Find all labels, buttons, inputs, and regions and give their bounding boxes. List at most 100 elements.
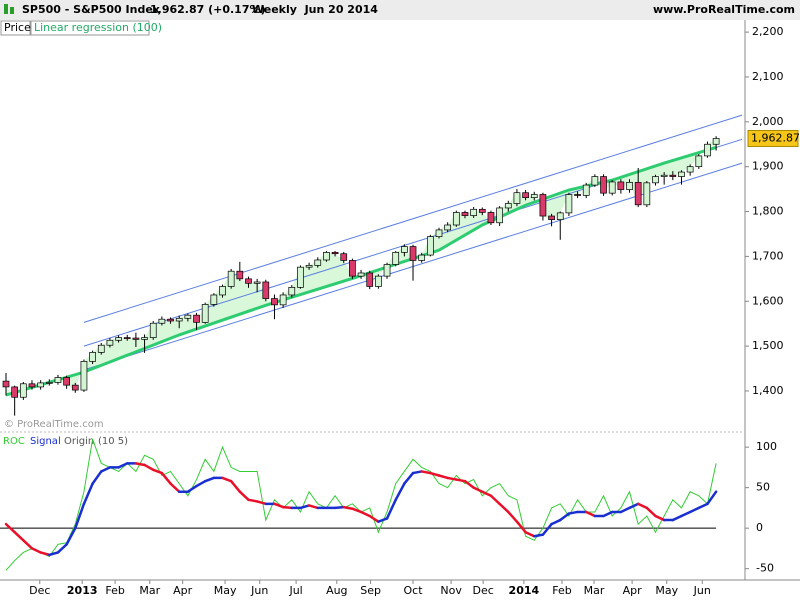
signal-segment [697,502,709,510]
candle [375,275,382,287]
candle [314,259,322,266]
candle [115,337,122,341]
candle [149,322,157,338]
y-tick-label: 1,900 [752,160,784,173]
signal-segment [22,539,34,550]
site: www.ProRealTime.com [653,3,795,16]
candle [530,194,538,198]
signal-segment [100,466,112,473]
signal-segment [680,510,692,518]
y-tick-label: 1,600 [752,294,784,307]
candle [591,176,599,186]
signal-segment [619,506,631,514]
candle [643,182,651,206]
signal-segment [160,471,172,485]
candle [175,317,183,322]
candle [522,192,529,198]
y-tick-label: 50 [756,481,770,494]
signal-segment [143,463,155,472]
candle [504,203,512,209]
x-tick-label: 2013 [67,584,98,597]
candle [323,252,330,261]
candle [123,337,131,339]
signal-segment [628,502,640,510]
candle [617,181,625,190]
candle [37,382,44,388]
icon [10,7,14,14]
signal-segment [255,500,268,506]
candle [201,304,209,323]
candle [478,208,486,213]
candle [444,224,452,231]
signal-segment [195,479,207,488]
signal-segment [273,502,285,509]
signal-segment [134,462,146,467]
candle [54,377,62,383]
signal-segment [13,530,25,542]
signal-segment [507,510,519,523]
signal-segment [186,484,198,493]
candle [158,318,166,324]
candle [366,272,374,287]
candle [210,294,218,305]
signal-segment [82,482,94,506]
signal-segment [515,520,527,534]
signal-segment [403,471,415,485]
candle [219,286,226,296]
candle [678,171,685,177]
candle [331,252,339,255]
signal-segment [151,468,164,475]
signal-segment [238,490,250,502]
signal-segment [48,551,60,557]
legend: Linear regression (100) [34,21,162,34]
signal-segment [333,505,345,510]
signal-segment [550,518,562,526]
signal-segment [645,506,657,518]
signal-segment [602,510,614,518]
candle [236,270,244,280]
signal-segment [39,551,51,557]
regression-fill [6,138,717,398]
signal-segment [472,486,484,493]
signal-segment [394,482,406,502]
candle [45,382,53,384]
x-tick-label: Jul [288,584,302,597]
channel-line [83,114,743,323]
candle [626,182,633,190]
legend: Signal [30,436,61,447]
signal-segment [368,514,380,523]
legend-box [0,20,31,36]
signal-segment [706,490,718,506]
signal-segment [558,512,571,522]
candle [357,272,365,277]
x-tick-label: Apr [623,584,643,597]
candle [470,208,477,216]
signal-segment [498,502,510,514]
legend: ROC [3,436,25,447]
candle [253,281,261,284]
signal-segment [203,476,216,483]
candle [349,260,356,277]
signal-segment [489,494,501,506]
roc-line [5,438,717,571]
signal-segment [65,526,77,546]
candle [452,212,460,226]
header-bar [0,0,800,20]
signal-segment [429,471,441,477]
signal-segment [117,462,129,469]
signal-segment [446,476,458,481]
signal-segment [411,470,423,475]
signal-segment [359,510,371,518]
signal-segment [377,517,389,523]
signal-segment [636,502,649,510]
y-tick-label: 1,500 [752,339,784,352]
candle [132,337,140,340]
candle [418,254,426,261]
candle [660,174,668,177]
signal-segment [584,510,597,518]
candle [271,298,278,306]
x-tick-label: Dec [29,584,50,597]
signal-segment [221,476,233,483]
quote: 1,962.87 (+0.17%) [150,3,266,16]
signal-segment [342,505,354,510]
